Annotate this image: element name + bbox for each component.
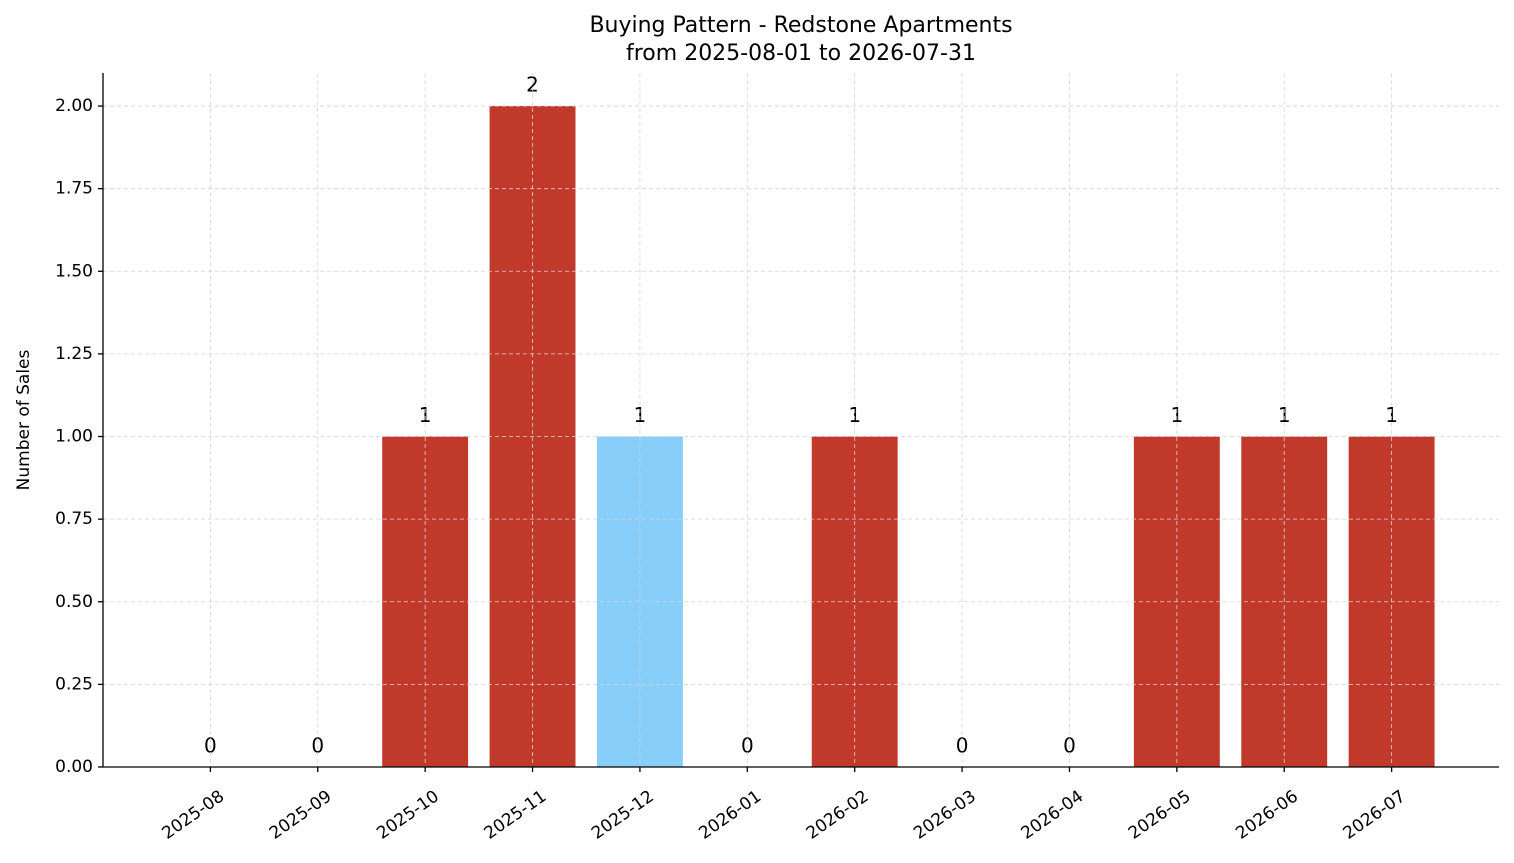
x-tick-label: 2025-09 [266, 787, 336, 844]
x-tick-label: 2026-01 [695, 787, 765, 844]
y-tick-label: 1.25 [55, 344, 93, 364]
x-tick-label: 2026-07 [1340, 787, 1410, 844]
x-tick-label: 2025-10 [373, 787, 443, 844]
y-tick-label: 1.75 [55, 179, 93, 199]
y-tick-label: 1.50 [55, 261, 93, 281]
x-tick-label: 2026-05 [1125, 787, 1195, 844]
value-label: 1 [1385, 403, 1398, 427]
y-axis-label: Number of Sales [14, 349, 34, 490]
value-label: 2 [526, 73, 539, 97]
value-label: 1 [634, 403, 647, 427]
value-label: 1 [419, 403, 432, 427]
y-tick-label: 0.50 [55, 592, 93, 612]
x-tick-label: 2026-06 [1232, 787, 1302, 844]
y-tick-label: 1.00 [55, 427, 93, 447]
y-tick-label: 0.00 [55, 757, 93, 777]
x-tick-label: 2026-02 [803, 787, 873, 844]
x-tick-label: 2026-04 [1018, 787, 1088, 844]
y-tick-label: 0.25 [55, 674, 93, 694]
chart-title: Buying Pattern - Redstone Apartments [589, 13, 1012, 38]
x-tick-label: 2026-03 [910, 787, 980, 844]
value-label: 1 [848, 403, 861, 427]
x-tick-label: 2025-11 [481, 787, 551, 844]
y-tick-label: 0.75 [55, 509, 93, 529]
value-label: 1 [1170, 403, 1183, 427]
y-tick-label: 2.00 [55, 96, 93, 116]
x-tick-label: 2025-08 [158, 787, 228, 844]
value-label: 1 [1278, 403, 1291, 427]
chart-subtitle: from 2025-08-01 to 2026-07-31 [626, 41, 976, 66]
x-tick-label: 2025-12 [588, 787, 658, 844]
